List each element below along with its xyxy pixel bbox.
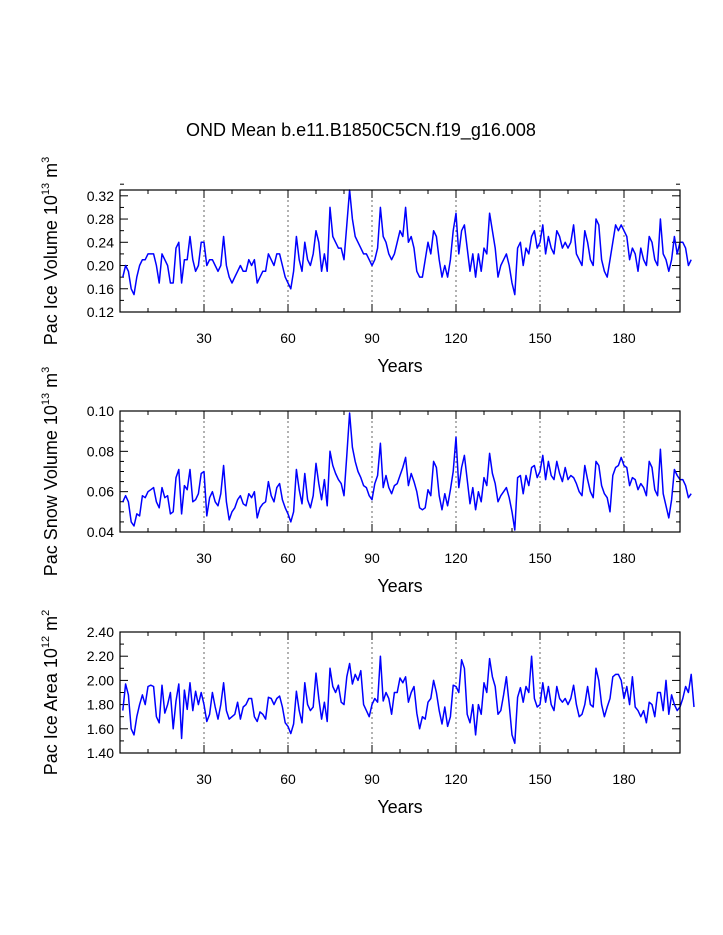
x-tick-label-5: 150	[528, 771, 552, 787]
chart-panel-2: 30 60 90 120 150 180 0.04 0.06 0.08 0.10 Years Pac …	[40, 367, 692, 596]
y-axis-label-unit: m	[41, 616, 61, 636]
x-tick-label-3: 90	[364, 771, 380, 787]
y-axis-label-exponent: 13	[40, 183, 52, 195]
y-axis-label-exponent: 13	[40, 393, 52, 405]
x-tick-label-3: 90	[364, 330, 380, 346]
x-tick-label-4: 120	[444, 330, 468, 346]
y-axis-label: Pac Ice Volume 1013 m3	[40, 157, 61, 345]
y-tick-label-6: 0.32	[87, 188, 114, 204]
y-axis-label-unit: m	[41, 163, 61, 183]
series-line	[122, 189, 692, 296]
y-tick-label-4: 2.00	[87, 672, 114, 688]
y-axis-label-unit: m	[41, 373, 61, 393]
x-tick-label-2: 60	[280, 330, 296, 346]
x-axis-label: Years	[377, 356, 422, 376]
series-line	[122, 412, 692, 531]
y-tick-label-3: 0.08	[87, 443, 114, 459]
x-tick-label-4: 120	[444, 771, 468, 787]
plot-frame	[119, 631, 681, 754]
y-axis-label-unit-exponent: 3	[40, 367, 52, 373]
y-axis-label-main: Pac Ice Area 10	[41, 648, 61, 775]
y-tick-label-1: 0.04	[87, 524, 114, 540]
x-tick-label-6: 180	[612, 771, 636, 787]
x-tick-label-4: 120	[444, 550, 468, 566]
y-axis-label-unit-exponent: 3	[40, 157, 52, 163]
x-tick-label-1: 30	[196, 771, 212, 787]
y-tick-label-5: 2.20	[87, 648, 114, 664]
y-tick-label-5: 0.28	[87, 211, 114, 227]
x-tick-label-3: 90	[364, 550, 380, 566]
chart-panel-3: 30 60 90 120 150 180 1.40 1.60 1.80 2.00 2.20 2.40 Y…	[40, 610, 695, 817]
x-tick-label-2: 60	[280, 771, 296, 787]
y-axis-label: Pac Snow Volume 1013 m3	[40, 367, 61, 576]
y-axis-label-main: Pac Ice Volume 10	[41, 195, 61, 345]
y-tick-label-4: 0.10	[87, 403, 114, 419]
y-axis-label-unit-exponent: 2	[40, 610, 52, 616]
plot-frame	[119, 410, 681, 533]
x-axis-label: Years	[377, 576, 422, 596]
y-tick-label-2: 0.16	[87, 281, 114, 297]
plot-frame	[119, 189, 681, 313]
y-tick-label-6: 2.40	[87, 624, 114, 640]
chart-panel-1: 30 60 90 120 150 180 0.12 0.16 0.20 0.24 0.28 0.32 Y…	[40, 157, 692, 376]
series-line	[122, 655, 695, 745]
y-tick-label-2: 1.60	[87, 721, 114, 737]
y-tick-label-3: 1.80	[87, 697, 114, 713]
x-tick-label-6: 180	[612, 550, 636, 566]
y-axis-label-exponent: 12	[40, 636, 52, 648]
y-tick-label-2: 0.06	[87, 484, 114, 500]
y-tick-label-4: 0.24	[87, 234, 114, 250]
y-tick-label-3: 0.20	[87, 258, 114, 274]
x-tick-label-2: 60	[280, 550, 296, 566]
y-axis-label: Pac Ice Area 1012 m2	[40, 610, 61, 775]
x-tick-label-1: 30	[196, 330, 212, 346]
x-axis-label: Years	[377, 797, 422, 817]
y-axis-label-main: Pac Snow Volume 10	[41, 405, 61, 576]
x-tick-label-5: 150	[528, 550, 552, 566]
chart-title: OND Mean b.e11.B1850C5CN.f19_g16.008	[186, 120, 536, 141]
y-tick-label-1: 0.12	[87, 304, 114, 320]
y-tick-label-1: 1.40	[87, 745, 114, 761]
x-tick-label-1: 30	[196, 550, 212, 566]
x-tick-label-5: 150	[528, 330, 552, 346]
x-tick-label-6: 180	[612, 330, 636, 346]
